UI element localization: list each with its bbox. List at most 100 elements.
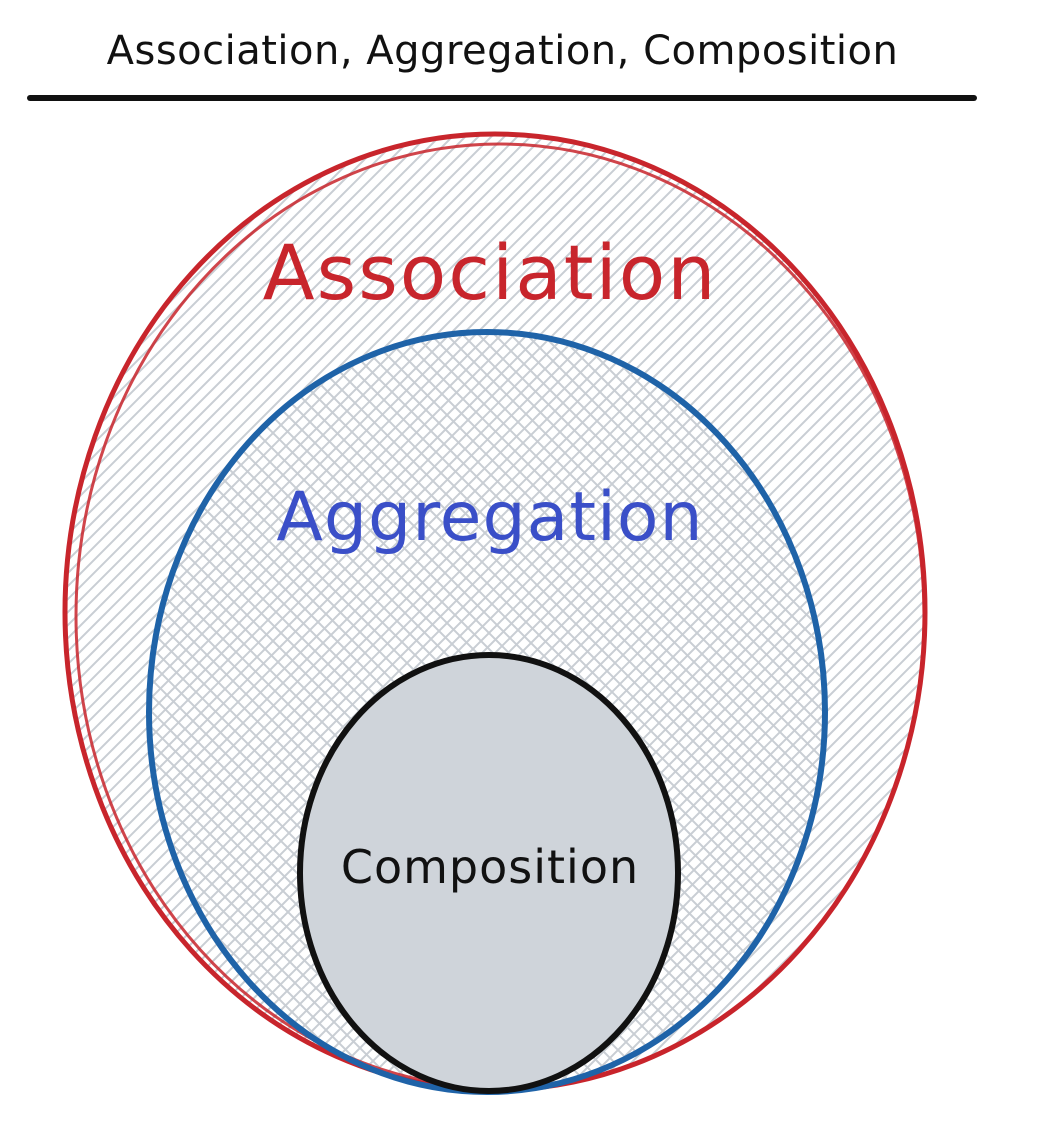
composition-circle bbox=[297, 652, 681, 1094]
hatch-line bbox=[65, 134, 278, 1090]
hatch-line bbox=[1040, 0, 1059, 1126]
hatch-line bbox=[944, 0, 1059, 1126]
hatch-line bbox=[65, 134, 148, 1090]
hatch-line bbox=[149, 332, 825, 1092]
hatch-line bbox=[554, 134, 925, 1090]
hatch-line bbox=[65, 134, 330, 1090]
hatch-line bbox=[1023, 0, 1059, 1126]
hatch-line bbox=[149, 332, 825, 1092]
association-label: Association bbox=[262, 228, 718, 317]
hatch-line bbox=[801, 134, 925, 1090]
hatch-line bbox=[0, 0, 30, 1126]
hatch-line bbox=[65, 134, 96, 1090]
hatch-line bbox=[1024, 0, 1059, 1126]
hatch-line bbox=[65, 134, 850, 1090]
hatch-line bbox=[149, 332, 825, 1092]
hatch-line bbox=[149, 332, 825, 1092]
hatch-line bbox=[928, 0, 1059, 1126]
hatch-line bbox=[65, 134, 694, 1090]
hatch-line bbox=[515, 134, 925, 1090]
hatch-line bbox=[799, 332, 825, 1092]
hatch-line bbox=[65, 134, 668, 1090]
hatch-line bbox=[905, 134, 925, 1090]
hatch-line bbox=[73, 134, 925, 1090]
hatch-line bbox=[149, 332, 825, 1092]
hatch-line bbox=[997, 0, 1059, 1126]
hatch-line bbox=[65, 134, 499, 1090]
hatch-line bbox=[65, 134, 837, 1090]
hatch-line bbox=[1010, 0, 1059, 1126]
hatch-line bbox=[976, 0, 1059, 1126]
hatch-line bbox=[65, 134, 551, 1090]
hatch-line bbox=[0, 0, 38, 1126]
hatch-line bbox=[159, 332, 825, 1092]
hatch-line bbox=[149, 332, 471, 1092]
hatch-line bbox=[149, 332, 151, 1092]
hatch-line bbox=[880, 0, 1059, 1126]
hatch-line bbox=[65, 134, 304, 1090]
hatch-line bbox=[960, 0, 1059, 1126]
hatch-line bbox=[65, 134, 707, 1090]
hatch-line bbox=[0, 0, 86, 1126]
hatch-line bbox=[149, 332, 295, 1092]
hatch-line bbox=[65, 134, 811, 1090]
hatch-line bbox=[149, 332, 825, 1092]
hatch-line bbox=[992, 0, 1059, 1126]
hatch-line bbox=[840, 134, 925, 1090]
hatch-line bbox=[149, 332, 423, 1092]
hatch-line bbox=[65, 134, 265, 1090]
aggregation-label: Aggregation bbox=[276, 478, 704, 557]
hatch-line bbox=[723, 134, 925, 1090]
hatch-line bbox=[149, 332, 327, 1092]
hatch-line bbox=[879, 134, 925, 1090]
hatch-line bbox=[149, 332, 455, 1092]
hatch-line bbox=[971, 0, 1059, 1126]
hatch-line bbox=[832, 0, 1059, 1126]
hatch-line bbox=[65, 134, 577, 1090]
hatch-line bbox=[671, 332, 825, 1092]
hatch-line bbox=[65, 134, 720, 1090]
hatch-line bbox=[0, 0, 56, 1126]
hatch-line bbox=[149, 332, 825, 1092]
hatch-line bbox=[528, 134, 925, 1090]
hatch-line bbox=[1036, 0, 1059, 1126]
hatch-line bbox=[65, 134, 733, 1090]
hatch-line bbox=[827, 134, 925, 1090]
hatch-line bbox=[912, 0, 1059, 1126]
hatch-line bbox=[671, 134, 925, 1090]
hatch-line bbox=[149, 332, 487, 1092]
hatch-line bbox=[65, 134, 525, 1090]
hatch-line bbox=[65, 134, 187, 1090]
hatch-line bbox=[0, 0, 70, 1126]
hatch-line bbox=[149, 332, 825, 1092]
hatch-line bbox=[65, 134, 785, 1090]
hatch-line bbox=[606, 134, 925, 1090]
hatch-line bbox=[65, 134, 174, 1090]
hatch-line bbox=[0, 0, 102, 1126]
hatch-line bbox=[918, 134, 925, 1090]
hatch-line bbox=[86, 134, 925, 1090]
hatch-line bbox=[65, 134, 863, 1090]
hatch-line bbox=[149, 332, 167, 1092]
hatch-line bbox=[0, 0, 43, 1126]
hatch-line bbox=[65, 134, 798, 1090]
hatch-line bbox=[191, 332, 825, 1092]
hatch-line bbox=[65, 134, 746, 1090]
hatch-line bbox=[502, 134, 925, 1090]
hatch-line bbox=[703, 332, 825, 1092]
hatch-line bbox=[65, 134, 603, 1090]
hatch-line bbox=[149, 332, 825, 1092]
hatch-line bbox=[149, 332, 825, 1092]
hatch-line bbox=[697, 134, 925, 1090]
hatch-line bbox=[0, 0, 118, 1126]
hatch-line bbox=[99, 134, 925, 1090]
hatch-line bbox=[149, 332, 825, 1092]
hatch-line bbox=[0, 0, 22, 1126]
hatch-line bbox=[815, 332, 825, 1092]
hatch-line bbox=[945, 0, 1059, 1126]
hatch-line bbox=[580, 134, 925, 1090]
